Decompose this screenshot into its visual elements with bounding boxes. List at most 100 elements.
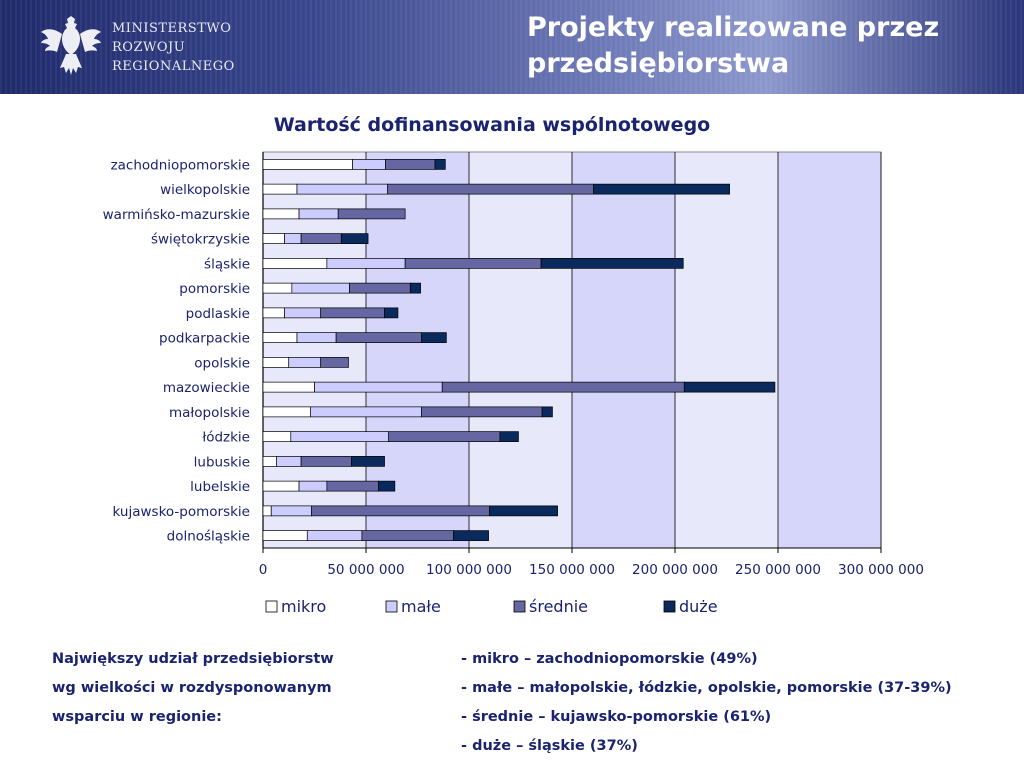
bar-segment-mikro	[262, 307, 285, 319]
category-label: lubelskie	[190, 479, 250, 495]
bar-segment-średnie	[311, 505, 490, 517]
bar-segment-małe	[284, 307, 322, 319]
bar-segment-mikro	[262, 183, 298, 195]
x-tick-label: 100 000 000	[426, 562, 512, 578]
bar-segment-mikro	[262, 431, 292, 442]
bullet-mikro: - mikro – zachodniopomorskie (49%)	[461, 651, 758, 667]
bar-segment-mikro	[262, 233, 285, 244]
category-label: śląskie	[204, 256, 250, 272]
bar-segment-duże	[593, 183, 730, 195]
bar-segment-małe	[270, 505, 312, 517]
summary-line-2: wg wielkości w rozdysponowanym	[52, 680, 332, 696]
bar-segment-małe	[276, 456, 302, 467]
bar-segment-średnie	[361, 530, 454, 541]
bar-segment-małe	[296, 332, 337, 343]
summary-bullets: - mikro – zachodniopomorskie (49%) - mał…	[461, 645, 952, 761]
bar-segment-średnie	[320, 357, 349, 368]
legend-swatch-duże	[663, 600, 676, 613]
category-label: opolskie	[194, 355, 250, 371]
ministry-line-3: REGIONALNEGO	[112, 59, 235, 74]
ministry-line-1: MINISTERSTWO	[112, 21, 232, 36]
legend-label-mikro: mikro	[281, 597, 326, 616]
bar-segment-małe	[288, 357, 322, 368]
bullet-srednie: - średnie – kujawsko-pomorskie (61%)	[461, 709, 772, 725]
slide-title-line-1: Projekty realizowane przez	[527, 12, 940, 43]
bar-segment-średnie	[320, 307, 385, 319]
category-label: świętokrzyskie	[151, 232, 250, 248]
bar-segment-duże	[351, 456, 385, 467]
bar-segment-duże	[540, 258, 684, 269]
bar-segment-mikro	[262, 208, 300, 220]
slide-title-line-2: przedsiębiorstwa	[527, 48, 790, 79]
plot-band	[469, 152, 572, 548]
legend-swatch-małe	[385, 600, 398, 613]
category-label: podkarpackie	[159, 331, 250, 347]
bar-segment-małe	[314, 381, 443, 393]
slide-header: MINISTERSTWO ROZWOJU REGIONALNEGO Projek…	[0, 0, 1024, 94]
summary-line-1: Największy udział przedsiębiorstw	[52, 651, 334, 667]
bar-segment-średnie	[421, 406, 543, 418]
bar-segment-średnie	[337, 208, 406, 220]
bullet-male: - małe – małopolskie, łódzkie, opolskie,…	[461, 680, 952, 696]
bar-segment-duże	[541, 406, 553, 418]
bar-segment-średnie	[349, 282, 411, 294]
plot-band	[778, 152, 881, 548]
category-label: wielkopolskie	[160, 182, 250, 198]
category-label: lubuskie	[194, 454, 250, 470]
x-axis-ticks: 0 50 000 000 100 000 000 150 000 000 200 000…	[259, 547, 924, 578]
chart-legend: mikro małe średnie duże	[265, 597, 718, 616]
plot-band	[675, 152, 778, 548]
bar-segment-duże	[453, 530, 489, 541]
bar-segment-mikro	[262, 456, 277, 467]
bar-segment-małe	[306, 530, 363, 541]
bar-segment-średnie	[388, 431, 501, 442]
category-label: podlaskie	[186, 306, 250, 322]
category-label: kujawsko-pomorskie	[113, 504, 250, 520]
category-label: pomorskie	[179, 281, 250, 297]
x-tick-label: 150 000 000	[529, 562, 615, 578]
bar-segment-mikro	[262, 357, 290, 368]
bar-segment-duże	[421, 332, 447, 343]
legend-swatch-mikro	[265, 600, 278, 613]
bar-segment-mikro	[262, 332, 298, 343]
bar-segment-duże	[378, 480, 396, 492]
bars	[262, 159, 776, 541]
bullet-duze: - duże – śląskie (37%)	[461, 738, 638, 754]
summary-heading: Największy udział przedsiębiorstw wg wie…	[52, 645, 334, 732]
bar-segment-duże	[489, 505, 558, 517]
category-labels: zachodniopomorskie wielkopolskie warmińsko…	[103, 157, 250, 544]
bar-segment-duże	[499, 431, 519, 442]
legend-label-średnie: średnie	[529, 597, 588, 616]
x-tick-label: 200 000 000	[632, 562, 718, 578]
bar-segment-średnie	[326, 480, 379, 492]
bar-segment-małe	[296, 183, 388, 195]
legend-label-duże: duże	[679, 597, 718, 616]
stacked-bar-chart: Wartość dofinansowania wspólnotowego zac…	[103, 114, 924, 616]
bar-segment-małe	[298, 480, 328, 492]
ministry-line-2: ROZWOJU	[112, 40, 186, 55]
bar-segment-mikro	[262, 282, 293, 294]
bar-segment-duże	[340, 233, 369, 244]
bar-segment-średnie	[441, 381, 685, 393]
bar-segment-duże	[409, 282, 421, 294]
bar-segment-duże	[683, 381, 776, 393]
bar-segment-średnie	[300, 456, 352, 467]
bar-segment-mikro	[262, 480, 300, 492]
bar-segment-małe	[310, 406, 422, 418]
white-eagle-icon	[41, 16, 101, 75]
bar-segment-małe	[290, 431, 390, 442]
category-label: łódzkie	[202, 430, 250, 446]
bar-segment-małe	[298, 208, 339, 220]
legend-label-małe: małe	[401, 597, 441, 616]
category-label: mazowieckie	[163, 380, 250, 396]
ministry-name: MINISTERSTWO ROZWOJU REGIONALNEGO	[112, 19, 235, 76]
bar-segment-średnie	[404, 258, 542, 269]
category-label: warmińsko-mazurskie	[103, 207, 250, 223]
legend-swatch-średnie	[513, 600, 526, 613]
bar-segment-mikro	[262, 258, 328, 269]
x-tick-label: 300 000 000	[838, 562, 924, 578]
bar-segment-średnie	[300, 233, 342, 244]
bar-segment-mikro	[262, 505, 272, 517]
bar-segment-duże	[384, 307, 399, 319]
category-label: małopolskie	[169, 405, 250, 421]
